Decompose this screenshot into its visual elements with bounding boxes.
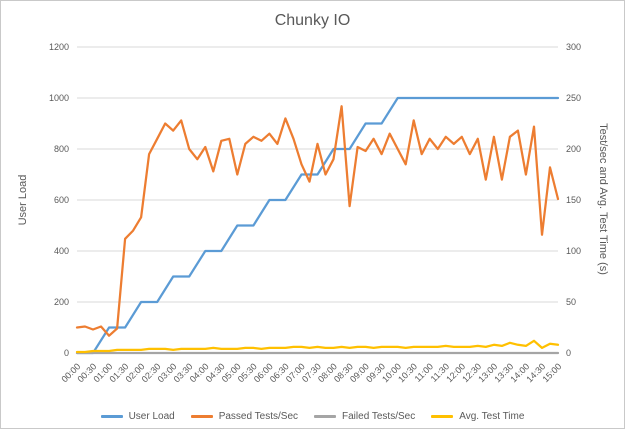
chart-title: Chunky IO — [274, 12, 351, 29]
legend-item: Avg. Test Time — [431, 411, 524, 422]
y-axis-right-title: Test/sec and Avg. Test Time (s) — [597, 123, 609, 275]
legend-swatch — [190, 415, 213, 418]
y-axis-left-title: User Load — [17, 174, 29, 226]
legend-label: Passed Tests/Sec — [218, 411, 299, 422]
series-line-user-load — [75, 96, 560, 355]
legend-label: Failed Tests/Sec — [342, 411, 416, 422]
y-axis-right-tick-label: 100 — [566, 246, 581, 256]
y-axis-left-tick-label: 200 — [54, 297, 69, 307]
series-line-passed-tests-sec — [75, 105, 560, 337]
y-axis-left-tick-label: 800 — [54, 144, 69, 154]
legend: User Load Passed Tests/Sec Failed Tests/Se… — [1, 411, 624, 422]
y-axis-right-tick-label: 300 — [566, 42, 581, 52]
x-axis-label: 15:00 — [540, 361, 563, 384]
legend-swatch — [431, 415, 454, 418]
legend-label: Avg. Test Time — [459, 411, 525, 422]
y-axis-left-tick-label: 1200 — [49, 42, 69, 52]
legend-swatch — [100, 415, 123, 418]
y-axis-right-tick-label: 150 — [566, 195, 581, 205]
legend-label: User Load — [128, 411, 175, 422]
y-axis-left-tick-label: 600 — [54, 195, 69, 205]
legend-swatch — [314, 415, 337, 418]
y-axis-right-tick-label: 50 — [566, 297, 576, 307]
y-axis-left-tick-label: 0 — [64, 348, 69, 358]
legend-item: Passed Tests/Sec — [190, 411, 299, 422]
y-axis-right-tick-label: 200 — [566, 144, 581, 154]
y-axis-right-tick-label: 250 — [566, 93, 581, 103]
y-axis-left-tick-label: 1000 — [49, 93, 69, 103]
y-axis-left-tick-label: 400 — [54, 246, 69, 256]
legend-item: User Load — [100, 411, 175, 422]
series-line-avg-test-time — [75, 339, 560, 354]
legend-item: Failed Tests/Sec — [314, 411, 415, 422]
y-axis-right-tick-label: 0 — [566, 348, 571, 358]
